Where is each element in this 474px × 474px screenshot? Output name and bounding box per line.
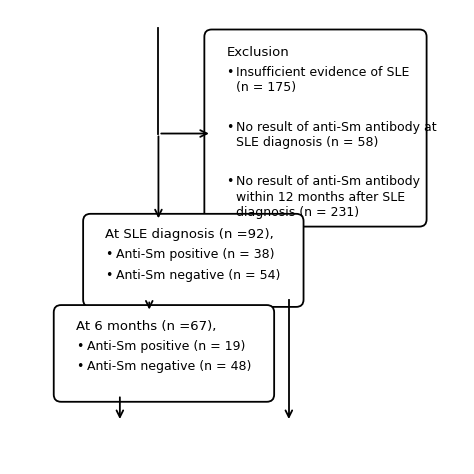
Text: Insufficient evidence of SLE: Insufficient evidence of SLE <box>236 66 409 79</box>
FancyBboxPatch shape <box>83 214 303 307</box>
FancyBboxPatch shape <box>54 305 274 402</box>
Text: SLE diagnosis (n = 58): SLE diagnosis (n = 58) <box>236 136 378 149</box>
Text: •: • <box>226 66 233 79</box>
Text: diagnosis (n = 231): diagnosis (n = 231) <box>236 206 359 219</box>
Text: No result of anti-Sm antibody: No result of anti-Sm antibody <box>236 175 419 189</box>
Text: •: • <box>76 360 83 373</box>
Text: •: • <box>105 269 112 282</box>
Text: •: • <box>226 121 233 134</box>
Text: (n = 175): (n = 175) <box>236 82 296 94</box>
Text: within 12 months after SLE: within 12 months after SLE <box>236 191 405 204</box>
Text: Exclusion: Exclusion <box>227 46 289 59</box>
Text: Anti-Sm negative (n = 54): Anti-Sm negative (n = 54) <box>116 269 281 282</box>
Text: Anti-Sm negative (n = 48): Anti-Sm negative (n = 48) <box>87 360 251 373</box>
Text: Anti-Sm positive (n = 38): Anti-Sm positive (n = 38) <box>116 248 275 262</box>
FancyBboxPatch shape <box>204 29 427 227</box>
Text: •: • <box>105 248 112 262</box>
Text: •: • <box>76 340 83 353</box>
Text: No result of anti-Sm antibody at: No result of anti-Sm antibody at <box>236 121 436 134</box>
Text: At 6 months (n =67),: At 6 months (n =67), <box>76 319 216 333</box>
Text: At SLE diagnosis (n =92),: At SLE diagnosis (n =92), <box>105 228 274 241</box>
Text: Anti-Sm positive (n = 19): Anti-Sm positive (n = 19) <box>87 340 245 353</box>
Text: •: • <box>226 175 233 189</box>
